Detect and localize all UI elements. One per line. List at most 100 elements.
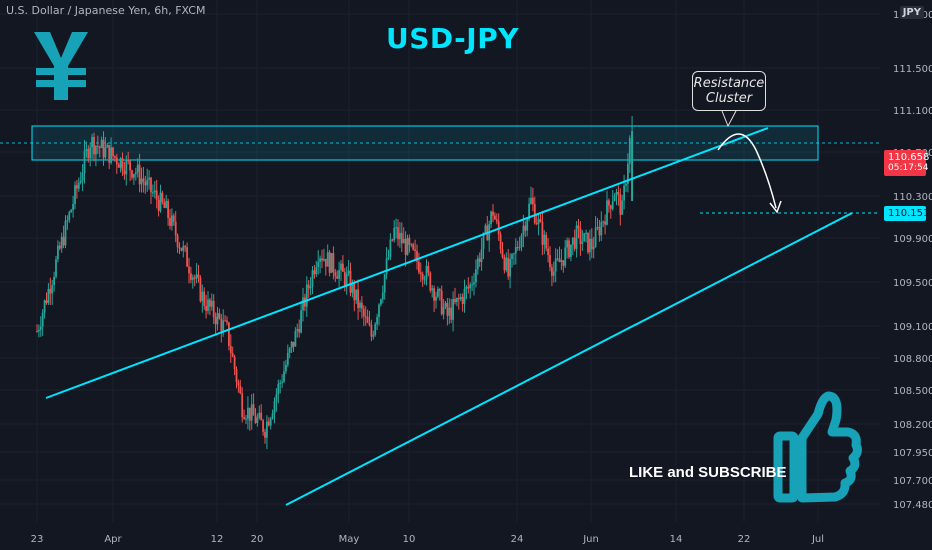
candle-body — [351, 283, 354, 293]
candle-body — [302, 297, 304, 311]
candle-body — [381, 292, 384, 300]
candle-body — [516, 247, 519, 249]
candle-body — [528, 203, 530, 220]
candle-body — [342, 263, 344, 272]
candle-body — [609, 205, 612, 209]
candle-body — [478, 258, 481, 262]
candle-body — [370, 325, 373, 337]
candle-body — [119, 158, 122, 168]
candle-body — [608, 200, 610, 206]
grid — [0, 0, 880, 522]
candle-body — [520, 235, 523, 248]
candle-body — [518, 247, 521, 249]
candle-body — [292, 341, 295, 347]
candle-body — [454, 299, 456, 303]
candle-body — [237, 382, 240, 386]
candle-body — [307, 284, 310, 289]
candle-body — [140, 178, 143, 185]
candle-body — [490, 211, 492, 225]
candle-body — [60, 236, 63, 249]
candle-body — [410, 244, 413, 246]
candle-body — [174, 221, 177, 236]
candle-body — [309, 286, 312, 289]
candle-body — [248, 407, 251, 421]
currency-badge[interactable]: JPY — [899, 6, 924, 19]
candle-body — [621, 200, 624, 215]
candle-body — [554, 258, 557, 272]
candle-body — [93, 137, 95, 155]
candle-body — [165, 200, 168, 208]
candle-body — [539, 219, 542, 222]
candle-body — [389, 239, 392, 258]
candle-body — [112, 147, 114, 157]
candle-body — [450, 307, 453, 320]
candle-body — [252, 404, 255, 416]
candle-body — [465, 286, 468, 289]
candle-body — [57, 245, 59, 260]
y-tick-label: 108.500 — [893, 386, 932, 397]
candle-body — [545, 234, 548, 249]
candle-body — [444, 302, 447, 307]
candle-body — [513, 253, 515, 255]
candle-body — [229, 346, 232, 354]
candle-body — [416, 250, 418, 262]
candle-body — [579, 228, 582, 244]
candle-body — [125, 159, 128, 175]
candle-body — [100, 139, 103, 148]
candle-body — [51, 285, 54, 294]
candle-body — [235, 369, 238, 383]
y-axis: 111.900111.500111.100110.700110.300109.9… — [893, 10, 932, 511]
projection-curve — [717, 133, 777, 209]
candle-body — [507, 257, 510, 277]
candle-body — [467, 286, 470, 289]
candle-body — [343, 271, 346, 286]
candle-body — [188, 266, 190, 274]
candle-body — [150, 177, 152, 193]
candle-body — [102, 139, 105, 158]
candle-body — [190, 273, 192, 280]
x-axis: 23 Apr 12 20 May 10 24 Jun 14 22 Jul — [31, 534, 824, 545]
resistance-zone — [31, 125, 819, 161]
candle-body — [336, 276, 339, 279]
upper-channel-line — [45, 127, 769, 399]
candle-body — [224, 320, 226, 322]
candle-body — [353, 283, 356, 301]
candle-body — [406, 237, 409, 255]
candle-body — [425, 265, 428, 280]
candle-body — [212, 300, 215, 318]
candle-body — [131, 170, 133, 178]
candle-body — [123, 170, 126, 175]
candle-body — [604, 221, 606, 225]
candle-body — [245, 418, 247, 420]
candle-body — [585, 232, 587, 234]
candle-body — [530, 197, 532, 204]
candle-body — [552, 271, 555, 276]
candle-body — [205, 305, 207, 311]
candle-body — [300, 310, 302, 333]
candle-body — [514, 247, 517, 254]
candle-body — [412, 244, 415, 250]
candle-body — [332, 253, 335, 273]
candle-body — [250, 404, 253, 421]
candle-body — [89, 147, 92, 159]
candle-body — [606, 200, 608, 225]
candle-body — [505, 257, 508, 271]
candle-body — [611, 201, 614, 209]
candle-body — [108, 144, 111, 163]
candle-body — [207, 299, 209, 311]
candle-body — [201, 291, 204, 302]
candle-body — [391, 239, 394, 241]
candle-body — [277, 383, 280, 395]
candle-body — [296, 328, 299, 332]
candle-body — [55, 259, 57, 277]
candle-body — [288, 348, 291, 353]
candle-body — [127, 159, 130, 162]
candle-body — [114, 156, 116, 158]
candle-body — [461, 296, 464, 304]
candle-body — [256, 417, 259, 424]
candle-body — [374, 324, 377, 335]
candle-body — [511, 254, 513, 260]
candle-body — [494, 215, 496, 220]
